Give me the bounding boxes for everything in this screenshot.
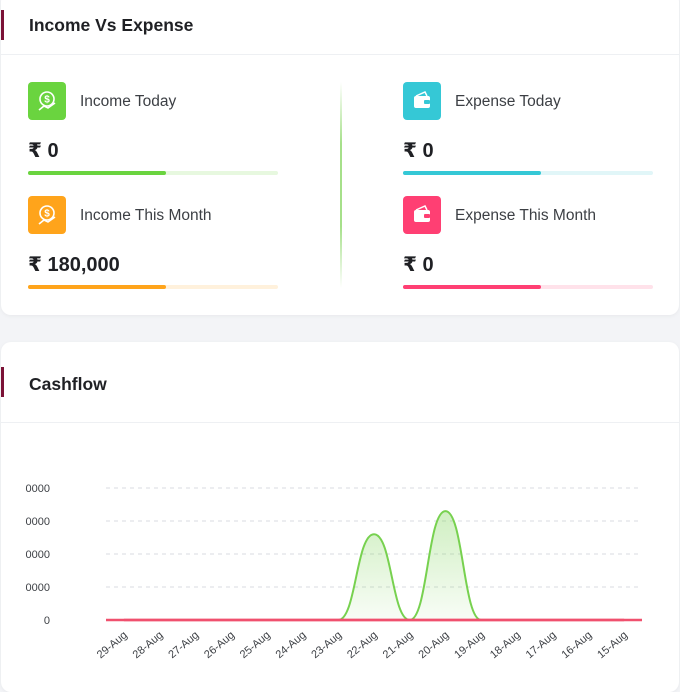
x-tick-label: 25-Aug (238, 629, 273, 661)
stat-income-this-month: $ Income This Month ₹ 180,000 (28, 196, 278, 306)
y-tick-label: 0000 (26, 516, 50, 528)
title-accent-bar (1, 10, 4, 40)
stat-label: Expense This Month (455, 207, 597, 224)
income-area (123, 511, 625, 620)
progress-fill (28, 285, 166, 289)
svg-text:$: $ (44, 95, 50, 106)
x-tick-label: 17-Aug (524, 629, 559, 661)
progress-fill (403, 285, 541, 289)
card-header: Cashflow (1, 342, 679, 423)
stat-value: ₹ 180,000 (28, 254, 120, 276)
x-tick-label: 20-Aug (416, 629, 451, 661)
income-icon: $ (28, 82, 66, 120)
svg-text:$: $ (44, 209, 50, 220)
wallet-icon (403, 196, 441, 234)
cashflow-card: Cashflow 0 0000 0000 0000 0000 29-Aug 28-Aug 27… (1, 342, 679, 692)
progress-track (28, 171, 278, 175)
title-accent-bar (1, 367, 4, 397)
stat-label: Income Today (80, 93, 177, 110)
stat-label: Income This Month (80, 207, 212, 224)
x-tick-label: 26-Aug (202, 629, 237, 661)
x-tick-label: 19-Aug (452, 629, 487, 661)
y-tick-label: 0000 (26, 582, 50, 594)
card-header: Income Vs Expense (1, 0, 679, 55)
y-tick-label: 0 (44, 615, 50, 627)
stat-expense-this-month: Expense This Month ₹ 0 (403, 196, 653, 306)
x-tick-label: 18-Aug (488, 629, 523, 661)
stat-label: Expense Today (455, 93, 561, 110)
wallet-icon (403, 82, 441, 120)
y-tick-label: 0000 (26, 483, 50, 495)
progress-track (403, 171, 653, 175)
stat-expense-today: Expense Today ₹ 0 (403, 82, 653, 192)
x-tick-label: 21-Aug (381, 629, 416, 661)
x-tick-label: 27-Aug (166, 629, 201, 661)
progress-fill (403, 171, 541, 175)
x-tick-label: 29-Aug (95, 629, 130, 661)
x-tick-label: 16-Aug (559, 629, 594, 661)
y-tick-label: 0000 (26, 549, 50, 561)
income-vs-expense-card: Income Vs Expense $ Income Today ₹ 0 Exp… (1, 0, 679, 315)
x-tick-label: 24-Aug (274, 629, 309, 661)
income-icon: $ (28, 196, 66, 234)
card-title: Cashflow (29, 374, 107, 394)
stat-income-today: $ Income Today ₹ 0 (28, 82, 278, 192)
progress-fill (28, 171, 166, 175)
progress-track (403, 285, 653, 289)
x-tick-label: 28-Aug (131, 629, 166, 661)
stat-value: ₹ 0 (403, 254, 434, 276)
card-title: Income Vs Expense (29, 15, 194, 35)
progress-track (28, 285, 278, 289)
x-tick-label: 22-Aug (345, 629, 380, 661)
stat-value: ₹ 0 (28, 140, 59, 162)
x-tick-label: 15-Aug (595, 629, 630, 661)
vertical-divider (340, 82, 342, 288)
stat-value: ₹ 0 (403, 140, 434, 162)
x-tick-label: 23-Aug (309, 629, 344, 661)
